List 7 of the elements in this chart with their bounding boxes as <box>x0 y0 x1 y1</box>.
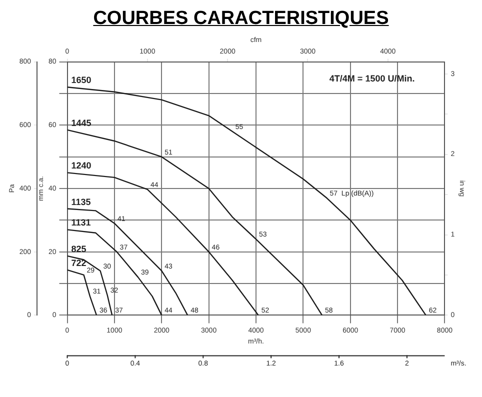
chart-title: COURBES CARACTERISTIQUES <box>92 8 390 30</box>
series-label: 1131 <box>71 218 91 228</box>
series-label: 722 <box>71 258 86 268</box>
series-label: 1135 <box>71 196 91 207</box>
series-label: 1240 <box>71 160 92 171</box>
series-label: 825 <box>71 244 86 254</box>
series-label: 1650 <box>71 75 92 86</box>
